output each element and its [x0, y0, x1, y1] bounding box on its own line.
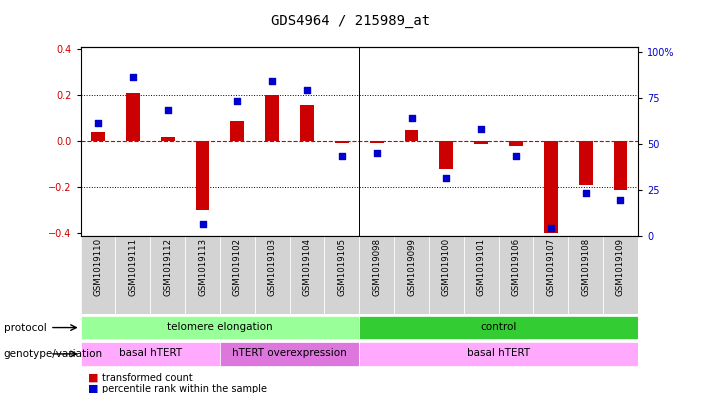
Point [336, 153, 348, 159]
Bar [265, 95, 279, 141]
Text: GSM1019112: GSM1019112 [163, 238, 172, 296]
Text: basal hTERT: basal hTERT [467, 348, 530, 358]
Text: GSM1019105: GSM1019105 [337, 238, 346, 296]
Bar [335, 141, 349, 143]
Bar [126, 93, 139, 141]
Bar [429, 236, 464, 314]
Bar [613, 141, 627, 190]
Bar [579, 141, 592, 185]
Bar [498, 236, 533, 314]
Bar [359, 342, 638, 366]
Text: GSM1019107: GSM1019107 [546, 238, 555, 296]
Point [545, 225, 557, 231]
Text: GDS4964 / 215989_at: GDS4964 / 215989_at [271, 14, 430, 28]
Bar [464, 236, 498, 314]
Text: GSM1019098: GSM1019098 [372, 238, 381, 296]
Text: percentile rank within the sample: percentile rank within the sample [102, 384, 266, 393]
Point [406, 114, 417, 121]
Bar [185, 236, 220, 314]
Text: GSM1019103: GSM1019103 [268, 238, 277, 296]
Bar [394, 236, 429, 314]
Text: GSM1019104: GSM1019104 [303, 238, 311, 296]
Text: GSM1019100: GSM1019100 [442, 238, 451, 296]
Text: ■: ■ [88, 373, 98, 383]
Text: GSM1019106: GSM1019106 [512, 238, 521, 296]
Text: genotype/variation: genotype/variation [4, 349, 102, 359]
Bar [196, 141, 210, 211]
Point [371, 149, 382, 156]
Text: GSM1019113: GSM1019113 [198, 238, 207, 296]
Bar [369, 141, 383, 143]
Bar [254, 236, 290, 314]
Text: GSM1019110: GSM1019110 [93, 238, 102, 296]
Bar [474, 141, 488, 144]
Bar [359, 316, 638, 340]
Bar [231, 121, 245, 141]
Point [266, 77, 278, 84]
Point [580, 190, 591, 196]
Text: GSM1019111: GSM1019111 [128, 238, 137, 296]
Bar [150, 236, 185, 314]
Text: protocol: protocol [4, 323, 46, 332]
Bar [404, 130, 418, 141]
Bar [161, 137, 175, 141]
Text: basal hTERT: basal hTERT [118, 348, 182, 358]
Bar [290, 236, 325, 314]
Bar [81, 316, 359, 340]
Text: transformed count: transformed count [102, 373, 192, 383]
Text: GSM1019101: GSM1019101 [477, 238, 486, 296]
Bar [544, 141, 558, 233]
Bar [300, 105, 314, 141]
Bar [220, 342, 359, 366]
Bar [533, 236, 569, 314]
Point [475, 125, 486, 132]
Point [93, 120, 104, 126]
Bar [509, 141, 523, 146]
Bar [359, 236, 394, 314]
Bar [81, 342, 220, 366]
Point [232, 98, 243, 104]
Bar [91, 132, 105, 141]
Point [441, 175, 452, 182]
Bar [569, 236, 603, 314]
Text: GSM1019099: GSM1019099 [407, 238, 416, 296]
Point [197, 221, 208, 228]
Text: GSM1019108: GSM1019108 [581, 238, 590, 296]
Bar [603, 236, 638, 314]
Point [510, 153, 522, 159]
Bar [325, 236, 359, 314]
Point [615, 197, 626, 204]
Point [128, 74, 139, 80]
Text: GSM1019109: GSM1019109 [616, 238, 625, 296]
Bar [440, 141, 454, 169]
Text: telomere elongation: telomere elongation [167, 322, 273, 332]
Bar [81, 236, 116, 314]
Bar [116, 236, 150, 314]
Text: hTERT overexpression: hTERT overexpression [232, 348, 347, 358]
Text: ■: ■ [88, 384, 98, 393]
Point [301, 87, 313, 93]
Text: control: control [480, 322, 517, 332]
Bar [220, 236, 254, 314]
Text: GSM1019102: GSM1019102 [233, 238, 242, 296]
Point [162, 107, 173, 113]
